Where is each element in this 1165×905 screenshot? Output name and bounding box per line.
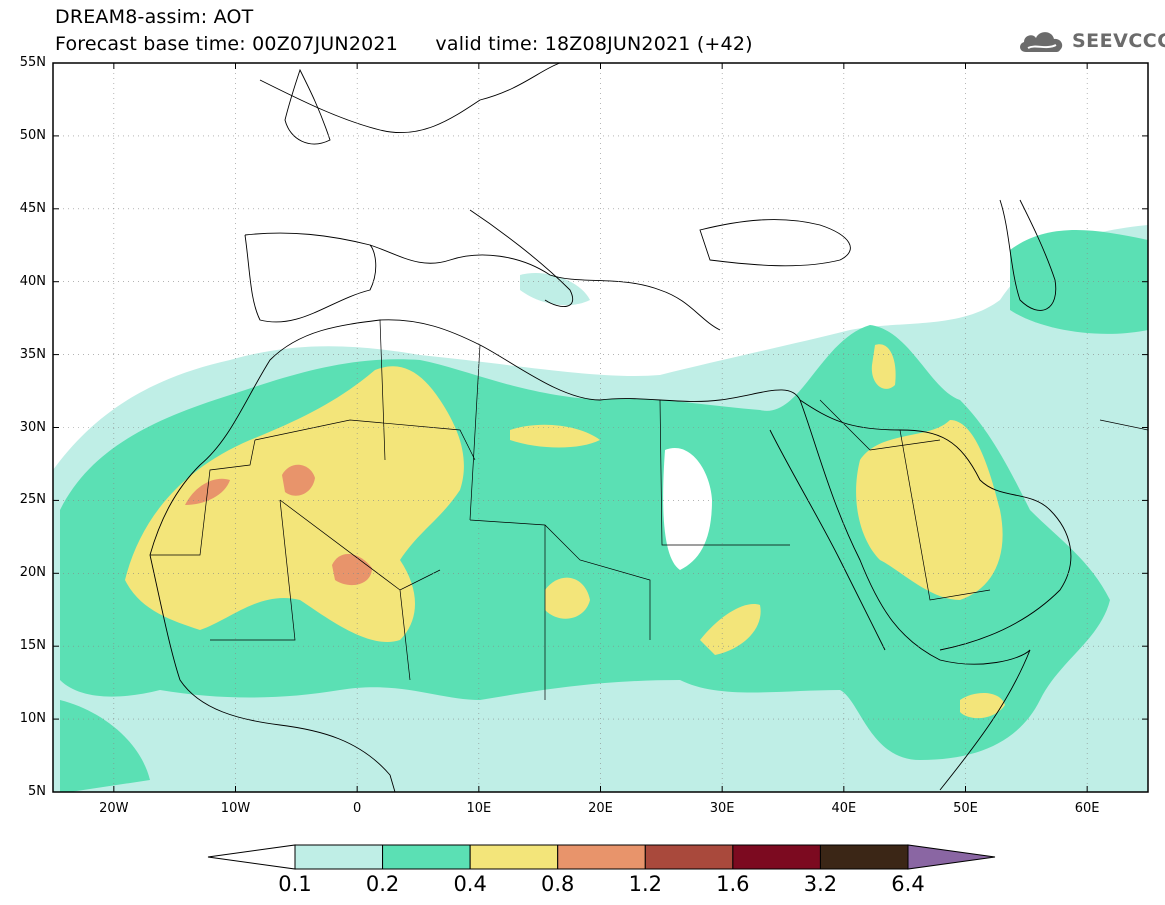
lat-label: 20N bbox=[19, 565, 46, 581]
coastline-europe-med bbox=[244, 232, 721, 331]
colorbar-bin bbox=[732, 844, 821, 870]
colorbar-bin bbox=[819, 844, 909, 870]
colorbar-label: 1.6 bbox=[716, 872, 750, 896]
lat-label: 35N bbox=[19, 346, 46, 362]
country-borders bbox=[150, 319, 1148, 700]
coastline-north-europe bbox=[259, 63, 561, 134]
coastline-black-sea bbox=[699, 219, 851, 267]
colorbar-bin bbox=[382, 844, 471, 870]
colorbar-bin bbox=[294, 844, 384, 870]
aot-band-0.4-libya bbox=[510, 424, 600, 448]
lat-label: 55N bbox=[19, 55, 46, 70]
lat-label: 30N bbox=[19, 419, 46, 435]
lon-label: 0 bbox=[353, 801, 362, 816]
lat-label: 10N bbox=[19, 711, 46, 727]
colorbar-under-arrow bbox=[207, 844, 296, 870]
lat-label: 25N bbox=[19, 492, 46, 508]
colorbar-label: 0.2 bbox=[365, 872, 400, 896]
lat-label: 15N bbox=[19, 638, 46, 654]
aot-band-0.8-algeria bbox=[282, 464, 315, 496]
coastline-british-isles bbox=[284, 68, 331, 145]
aot-band-0.4-iraq bbox=[871, 344, 896, 389]
colorbar-label: 0.4 bbox=[453, 872, 487, 896]
lon-label: 10W bbox=[220, 801, 251, 816]
border-lines bbox=[150, 319, 1148, 700]
coastline-red-sea bbox=[769, 429, 886, 651]
colorbar-label: 6.4 bbox=[891, 872, 925, 896]
colorbar-label: 0.1 bbox=[278, 872, 312, 896]
lon-label: 20W bbox=[99, 801, 129, 816]
colorbar-bin bbox=[469, 844, 559, 870]
coastline-gulf-guinea bbox=[149, 554, 396, 792]
lon-label: 60E bbox=[1074, 801, 1100, 816]
aot-clear-egypt bbox=[663, 448, 712, 570]
aot-band-0.4-arabia bbox=[856, 420, 1003, 600]
lon-label: 30E bbox=[709, 801, 735, 816]
aot-band-0.4-somalia bbox=[960, 693, 1005, 719]
lat-label: 45N bbox=[19, 200, 46, 216]
coastline-italy bbox=[469, 209, 573, 307]
coastline-iberia bbox=[244, 234, 377, 323]
logo-text: SEEVCCC bbox=[1072, 30, 1165, 52]
aot-band-0.4-chad bbox=[545, 577, 590, 619]
lon-label: 50E bbox=[953, 801, 978, 816]
colorbar-bin bbox=[557, 844, 646, 870]
colorbar-label: 0.8 bbox=[541, 872, 575, 896]
coastline-africa bbox=[149, 319, 1031, 791]
lat-label: 5N bbox=[28, 784, 46, 799]
lat-label: 40N bbox=[19, 273, 46, 289]
forecast-time-subtitle: Forecast base time: 00Z07JUN2021 valid t… bbox=[55, 33, 753, 55]
lon-label: 40E bbox=[831, 801, 857, 816]
lon-label: 10E bbox=[466, 801, 492, 816]
map-title: DREAM8-assim: AOT bbox=[55, 6, 254, 28]
coastlines bbox=[149, 63, 1072, 792]
aot-band-0.4-sudan bbox=[700, 604, 761, 655]
colorbar-label: 1.2 bbox=[628, 872, 662, 896]
axis-ticks bbox=[53, 62, 1148, 793]
coastline-caspian bbox=[999, 199, 1057, 311]
coastline-arabia bbox=[799, 399, 1072, 651]
colorbar-bin bbox=[644, 844, 734, 870]
lat-label: 50N bbox=[19, 127, 46, 143]
colorbar-over-arrow bbox=[907, 844, 996, 870]
seevccc-logo: SEEVCCC bbox=[1016, 24, 1165, 58]
colorbar-bins bbox=[294, 844, 909, 870]
lon-label: 20E bbox=[588, 801, 613, 816]
aot-band-0.2-south bbox=[60, 700, 150, 792]
colorbar-label: 3.2 bbox=[803, 872, 838, 896]
aot-band-0.4-sahara bbox=[125, 366, 464, 642]
cloud-icon bbox=[1020, 32, 1063, 52]
